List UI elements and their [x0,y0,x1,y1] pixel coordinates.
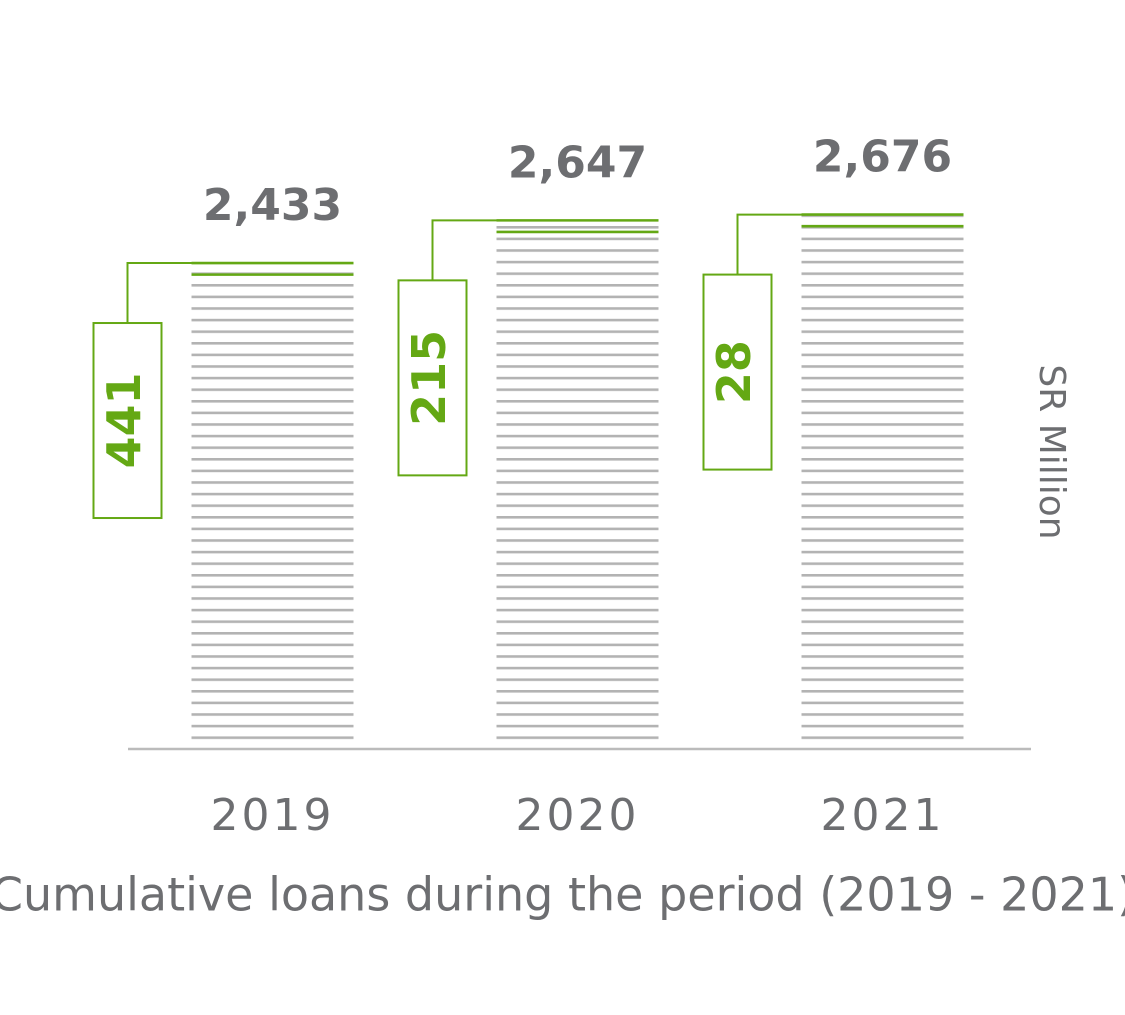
bar [191,263,354,748]
value-label: 2,676 [813,132,952,183]
bar [496,220,659,748]
value-label: 2,433 [203,180,342,231]
x-tick-label: 2020 [516,790,640,841]
bar [801,214,964,749]
y-axis-label: SR Million [1031,364,1072,539]
x-tick-label: 2021 [821,790,945,841]
connector [736,213,802,275]
addition-box [702,273,773,471]
chart-title: Cumulative loans during the period (2019… [0,868,1125,922]
connector [126,262,192,324]
connector [431,219,497,281]
addition-box [397,279,468,477]
value-label: 2,647 [508,137,647,188]
addition-box [92,322,163,520]
addition-label: 215 [402,330,456,426]
addition-label: 441 [97,373,151,469]
addition-label: 28 [707,340,761,404]
x-tick-label: 2019 [211,790,335,841]
